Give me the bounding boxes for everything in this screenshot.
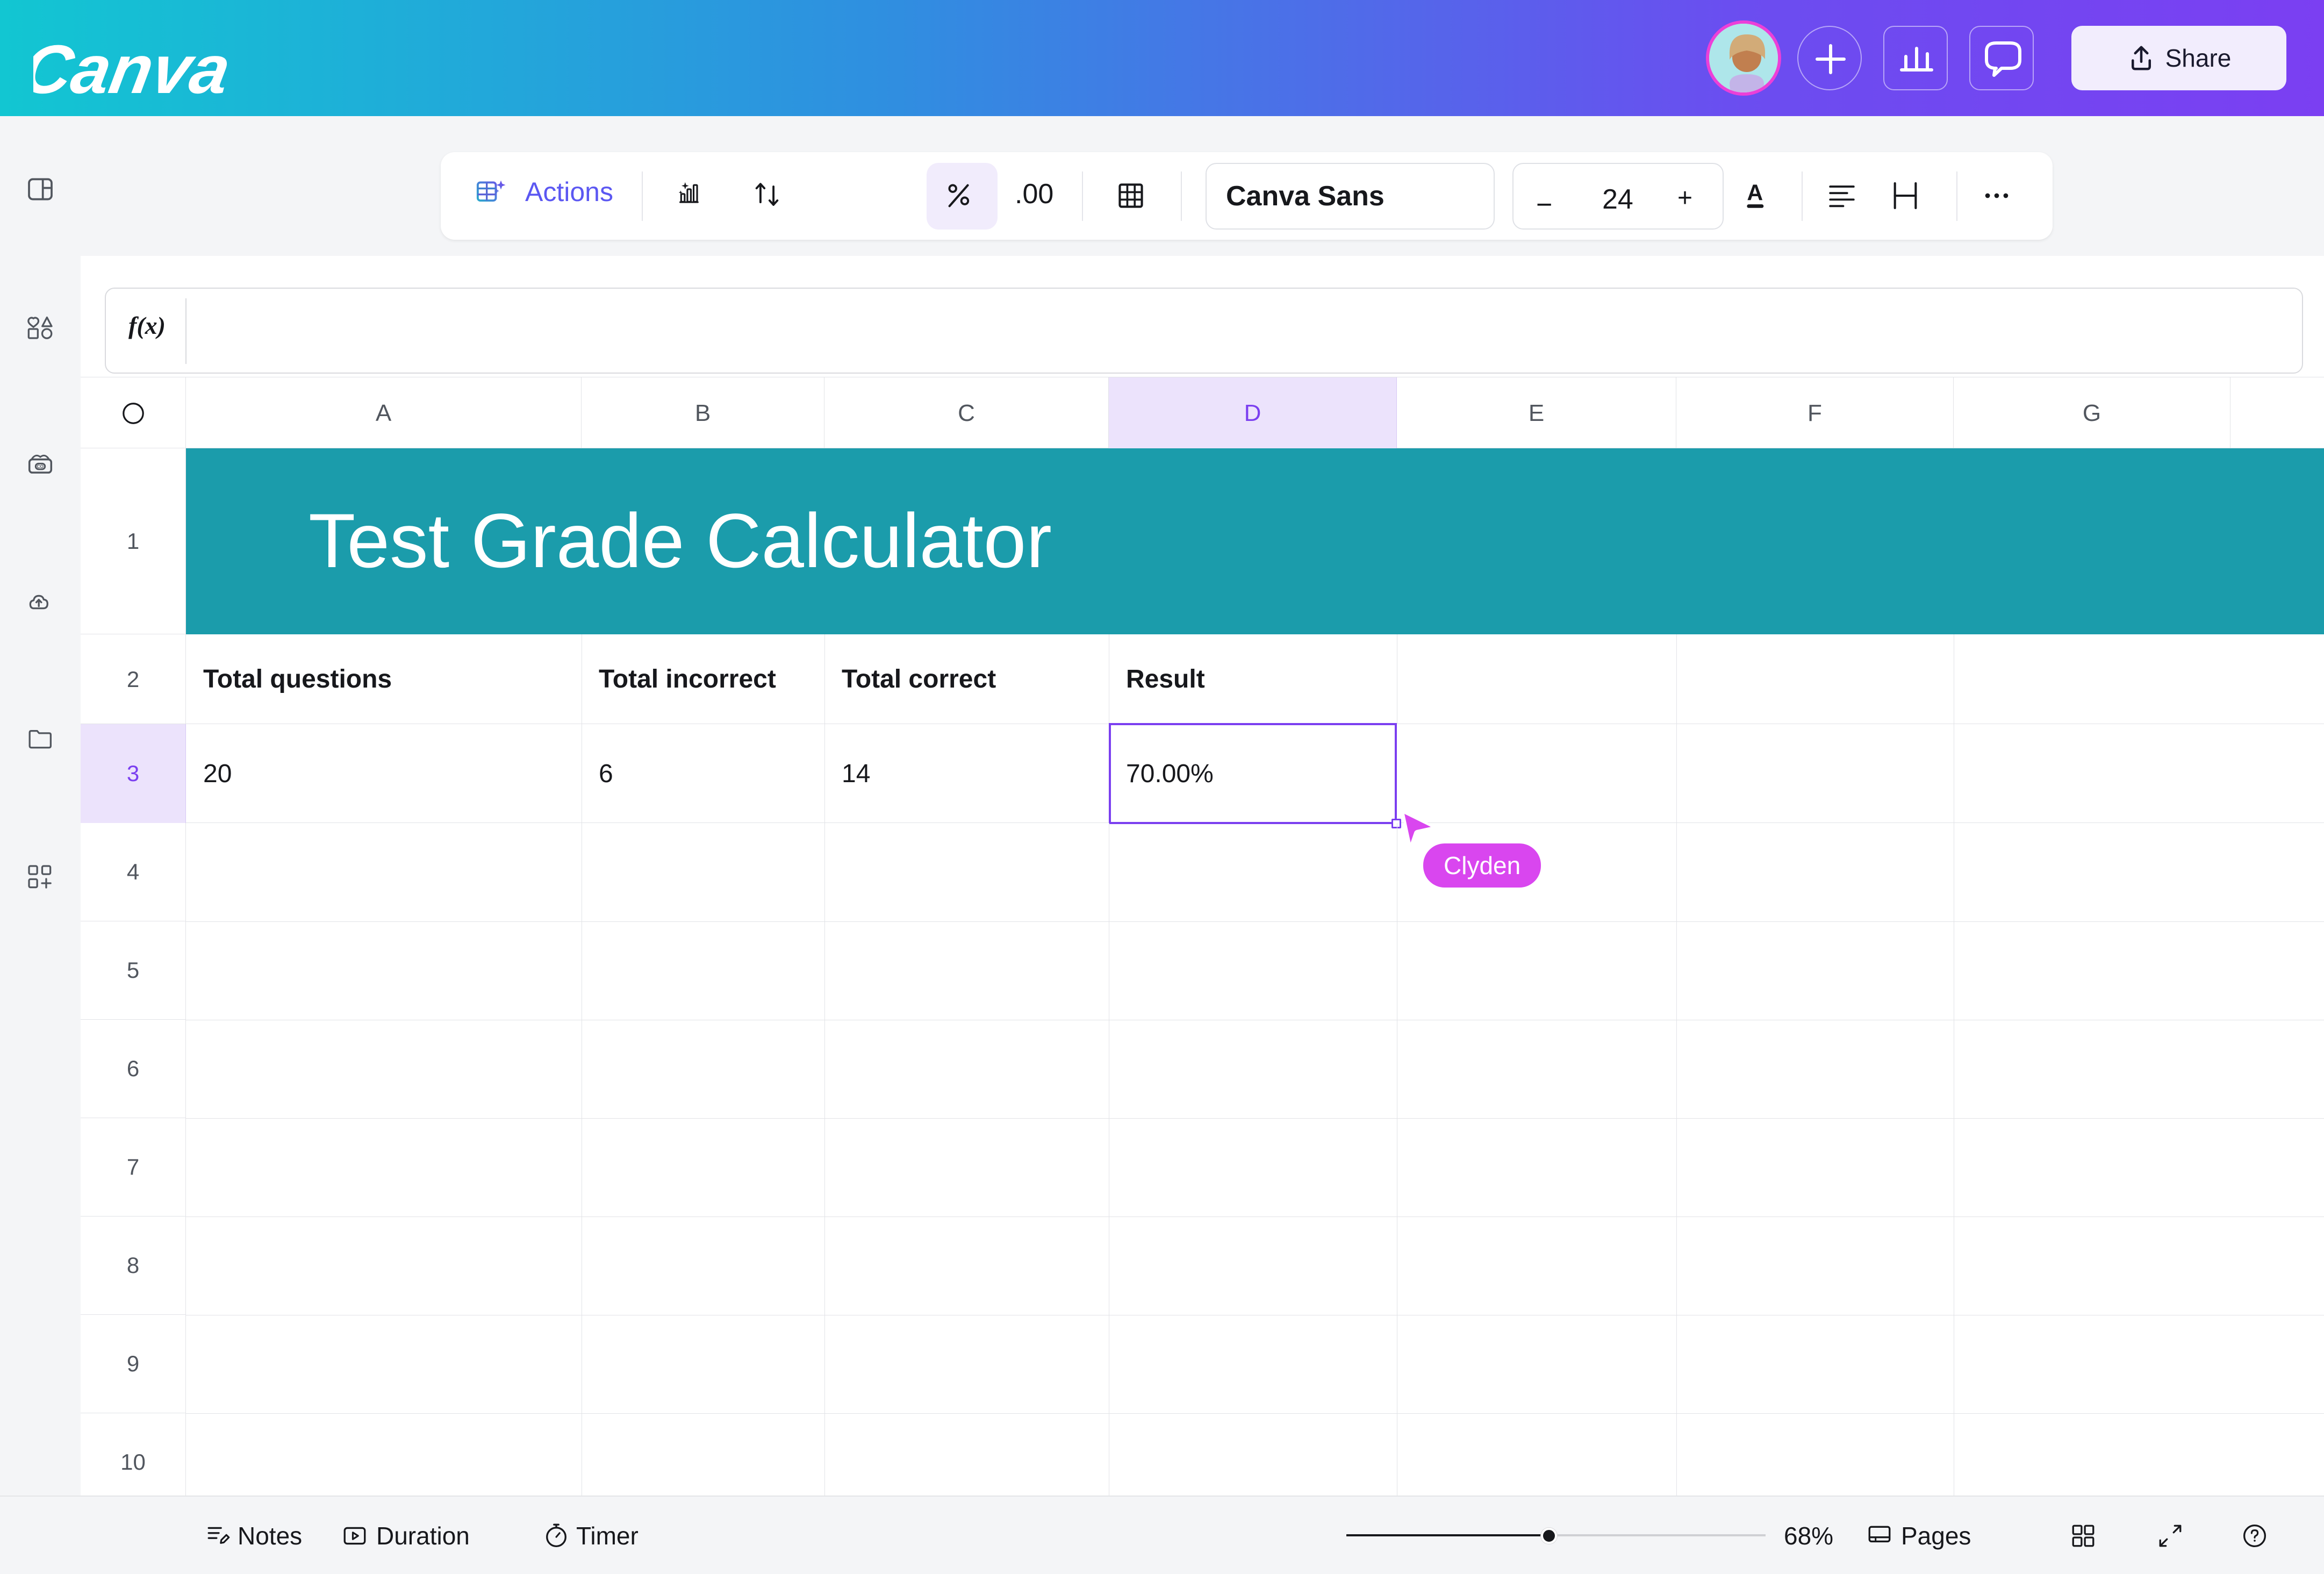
svg-text:Canva: Canva — [33, 31, 236, 108]
svg-text:A: A — [1747, 180, 1763, 205]
svg-text:CO: CO — [37, 463, 44, 469]
